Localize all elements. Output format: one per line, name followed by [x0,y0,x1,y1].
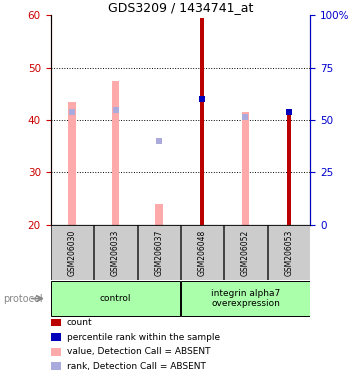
Bar [200,18,204,225]
Bar [242,112,249,225]
Bar [51,225,93,280]
Bar [68,102,76,225]
Title: GDS3209 / 1434741_at: GDS3209 / 1434741_at [108,1,253,14]
Text: protocol: protocol [4,293,43,304]
Bar [181,225,223,280]
Bar [138,225,180,280]
Text: GSM206048: GSM206048 [198,229,206,276]
Bar [181,281,310,316]
Text: integrin alpha7
overexpression: integrin alpha7 overexpression [211,289,280,308]
Bar [268,225,310,280]
Bar [155,204,163,225]
Text: count: count [67,318,92,327]
Text: percentile rank within the sample: percentile rank within the sample [67,333,220,342]
Bar [94,225,137,280]
Text: control: control [100,294,131,303]
Bar [287,115,291,225]
Text: GSM206053: GSM206053 [284,229,293,276]
Text: GSM206030: GSM206030 [68,229,77,276]
Bar [224,225,267,280]
Bar [112,81,119,225]
Text: value, Detection Call = ABSENT: value, Detection Call = ABSENT [67,347,210,356]
Text: GSM206052: GSM206052 [241,229,250,276]
Text: rank, Detection Call = ABSENT: rank, Detection Call = ABSENT [67,362,206,371]
Bar [51,281,180,316]
Text: GSM206033: GSM206033 [111,229,120,276]
Text: GSM206037: GSM206037 [155,229,163,276]
